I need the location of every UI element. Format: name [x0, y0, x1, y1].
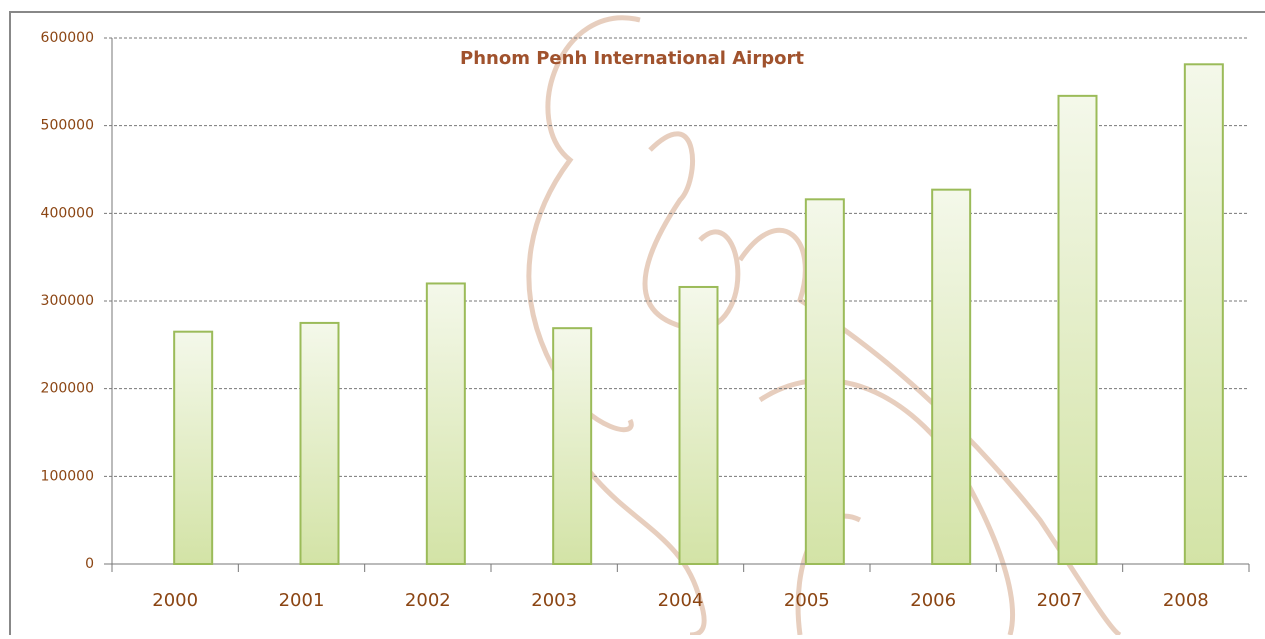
x-tick-label: 2003 — [531, 590, 577, 611]
x-tick-label: 2005 — [784, 590, 830, 611]
chart-title: Phnom Penh International Airport — [460, 48, 804, 69]
x-tick-label: 2001 — [279, 590, 325, 611]
x-tick-label: 2002 — [405, 590, 451, 611]
x-tick-label: 2007 — [1037, 590, 1083, 611]
x-tick-label: 2006 — [910, 590, 956, 611]
y-tick-label: 100000 — [41, 468, 94, 484]
bar — [553, 328, 591, 564]
x-tick-label: 2004 — [658, 590, 704, 611]
y-tick-label: 300000 — [41, 293, 94, 309]
bar — [1185, 64, 1223, 564]
y-tick-label: 400000 — [41, 205, 94, 221]
x-tick-label: 2000 — [152, 590, 198, 611]
y-tick-label: 500000 — [41, 118, 94, 134]
bar — [1059, 96, 1097, 564]
bar — [174, 332, 212, 564]
bar — [932, 190, 970, 564]
bar — [680, 287, 718, 564]
y-tick-label: 200000 — [41, 381, 94, 397]
bar — [301, 323, 339, 564]
x-tick-label: 2008 — [1163, 590, 1209, 611]
y-tick-label: 0 — [85, 556, 94, 572]
y-tick-label: 600000 — [41, 30, 94, 46]
bar — [427, 283, 465, 564]
chart: Phnom Penh International Airport 0 100000… — [0, 0, 1265, 635]
bar — [806, 199, 844, 564]
